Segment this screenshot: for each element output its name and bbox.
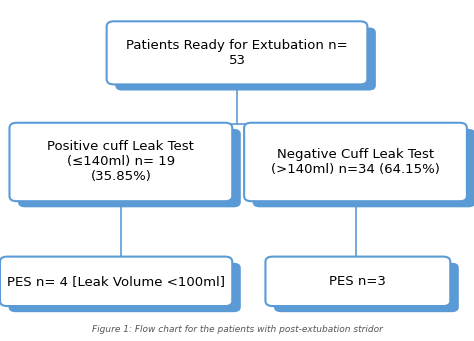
FancyBboxPatch shape bbox=[9, 263, 241, 312]
FancyBboxPatch shape bbox=[9, 123, 232, 201]
FancyBboxPatch shape bbox=[265, 257, 450, 306]
Text: PES n= 4 [Leak Volume <100ml]: PES n= 4 [Leak Volume <100ml] bbox=[7, 275, 225, 288]
FancyBboxPatch shape bbox=[274, 263, 459, 312]
FancyBboxPatch shape bbox=[0, 257, 232, 306]
Text: Patients Ready for Extubation n=
53: Patients Ready for Extubation n= 53 bbox=[126, 39, 348, 67]
FancyBboxPatch shape bbox=[107, 21, 367, 85]
Text: Figure 1: Flow chart for the patients with post-extubation stridor: Figure 1: Flow chart for the patients wi… bbox=[91, 325, 383, 334]
Text: PES n=3: PES n=3 bbox=[329, 275, 386, 288]
FancyBboxPatch shape bbox=[115, 28, 376, 91]
Text: Positive cuff Leak Test
(≤140ml) n= 19
(35.85%): Positive cuff Leak Test (≤140ml) n= 19 (… bbox=[47, 140, 194, 183]
FancyBboxPatch shape bbox=[244, 123, 467, 201]
FancyBboxPatch shape bbox=[18, 129, 241, 207]
FancyBboxPatch shape bbox=[253, 129, 474, 207]
Text: Negative Cuff Leak Test
(>140ml) n=34 (64.15%): Negative Cuff Leak Test (>140ml) n=34 (6… bbox=[271, 148, 440, 176]
